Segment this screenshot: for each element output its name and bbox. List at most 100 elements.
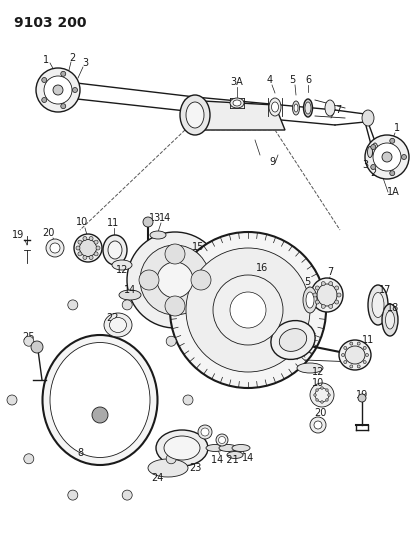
Ellipse shape — [42, 335, 157, 465]
Circle shape — [143, 217, 153, 227]
Ellipse shape — [321, 387, 323, 389]
Circle shape — [373, 143, 401, 171]
Ellipse shape — [328, 394, 330, 396]
Circle shape — [50, 243, 60, 253]
Ellipse shape — [186, 102, 204, 128]
Text: 23: 23 — [189, 463, 201, 473]
Ellipse shape — [313, 293, 317, 297]
Ellipse shape — [315, 388, 329, 402]
Circle shape — [213, 275, 283, 345]
Text: 14: 14 — [159, 213, 171, 223]
Ellipse shape — [89, 237, 93, 240]
Text: 12: 12 — [312, 367, 324, 377]
Ellipse shape — [78, 240, 82, 244]
Text: 10: 10 — [76, 217, 88, 227]
Circle shape — [68, 490, 78, 500]
Circle shape — [371, 144, 376, 150]
Ellipse shape — [112, 260, 132, 270]
Ellipse shape — [368, 285, 388, 325]
Ellipse shape — [89, 255, 93, 260]
Ellipse shape — [386, 311, 395, 329]
Ellipse shape — [206, 445, 224, 451]
Text: 13: 13 — [149, 213, 161, 223]
Text: 2: 2 — [370, 168, 376, 178]
Ellipse shape — [329, 304, 333, 309]
Text: 7: 7 — [335, 105, 341, 115]
Ellipse shape — [230, 98, 244, 108]
Text: 4: 4 — [267, 75, 273, 85]
Ellipse shape — [321, 401, 323, 403]
Ellipse shape — [357, 365, 360, 368]
Text: 10: 10 — [312, 378, 324, 388]
Ellipse shape — [306, 292, 314, 308]
Circle shape — [24, 336, 34, 346]
Ellipse shape — [350, 365, 353, 368]
Circle shape — [166, 454, 176, 464]
Text: 17: 17 — [379, 285, 391, 295]
Text: 1A: 1A — [387, 187, 399, 197]
Circle shape — [165, 244, 185, 264]
Ellipse shape — [271, 320, 315, 359]
Text: 15: 15 — [192, 242, 204, 252]
Ellipse shape — [180, 95, 210, 135]
Ellipse shape — [382, 304, 398, 336]
Ellipse shape — [326, 399, 328, 401]
Ellipse shape — [83, 255, 87, 260]
Circle shape — [72, 87, 78, 93]
Ellipse shape — [316, 399, 318, 401]
Text: 7: 7 — [327, 267, 333, 277]
Ellipse shape — [94, 252, 98, 256]
Ellipse shape — [164, 436, 200, 460]
Circle shape — [7, 395, 17, 405]
Circle shape — [402, 155, 406, 159]
Ellipse shape — [315, 300, 319, 304]
Circle shape — [127, 232, 223, 328]
Circle shape — [186, 248, 310, 372]
Ellipse shape — [293, 101, 300, 115]
Text: 1: 1 — [43, 55, 49, 65]
Ellipse shape — [305, 102, 311, 114]
Circle shape — [24, 454, 34, 464]
Ellipse shape — [372, 293, 384, 318]
Ellipse shape — [372, 143, 378, 157]
Circle shape — [365, 135, 409, 179]
Polygon shape — [185, 100, 285, 130]
Circle shape — [140, 245, 210, 315]
Text: 20: 20 — [42, 228, 54, 238]
Text: 1: 1 — [394, 123, 400, 133]
Ellipse shape — [156, 430, 208, 466]
Ellipse shape — [108, 241, 122, 259]
Ellipse shape — [321, 281, 325, 286]
Ellipse shape — [345, 346, 365, 364]
Ellipse shape — [363, 360, 366, 364]
Ellipse shape — [335, 286, 339, 290]
Text: 14: 14 — [242, 453, 254, 463]
Ellipse shape — [96, 246, 100, 250]
Circle shape — [230, 292, 266, 328]
Circle shape — [358, 394, 366, 402]
Text: 24: 24 — [151, 473, 163, 483]
Circle shape — [382, 152, 392, 162]
Text: 18: 18 — [387, 303, 399, 313]
Circle shape — [122, 490, 132, 500]
Circle shape — [42, 98, 47, 102]
Ellipse shape — [310, 383, 334, 407]
Ellipse shape — [232, 445, 250, 451]
Circle shape — [61, 71, 66, 76]
Ellipse shape — [297, 363, 323, 373]
Ellipse shape — [321, 304, 325, 309]
Circle shape — [44, 76, 72, 104]
Ellipse shape — [148, 459, 188, 477]
Text: 14 21: 14 21 — [211, 455, 239, 465]
Text: 19: 19 — [356, 390, 368, 400]
Ellipse shape — [357, 342, 360, 345]
Circle shape — [314, 421, 322, 429]
Ellipse shape — [74, 234, 102, 262]
Text: 3: 3 — [362, 160, 368, 170]
Text: 19: 19 — [12, 230, 24, 240]
Text: 6: 6 — [305, 75, 311, 85]
Circle shape — [165, 296, 185, 316]
Ellipse shape — [227, 451, 243, 458]
Circle shape — [61, 103, 66, 109]
Circle shape — [46, 239, 64, 257]
